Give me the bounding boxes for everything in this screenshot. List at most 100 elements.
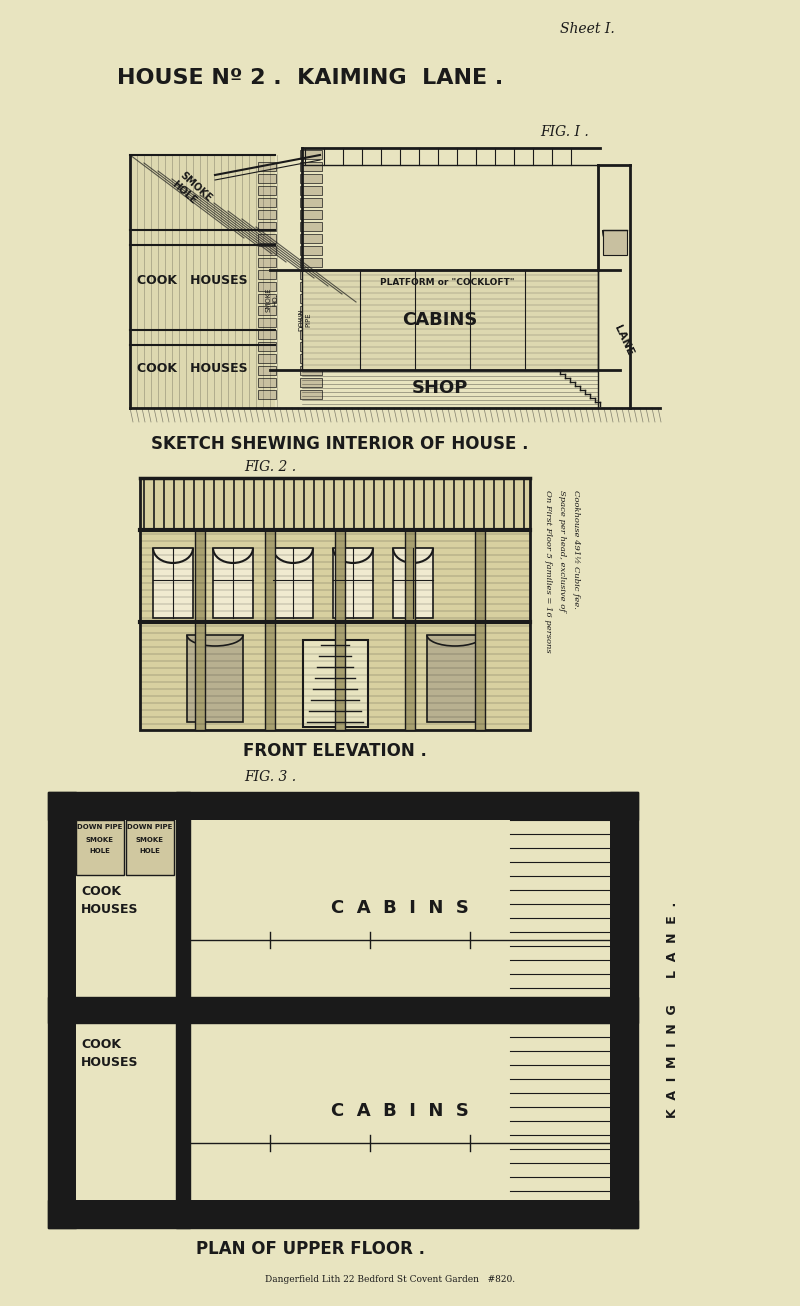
Bar [258,342,276,351]
Bar [258,174,276,183]
Text: C  A  B  I  N  S: C A B I N S [331,899,469,917]
Bar [273,549,313,618]
Bar [258,366,276,375]
Bar [258,294,276,303]
Bar [258,377,276,387]
Bar [187,635,243,722]
Text: On First Floor 5 families = 16 persons: On First Floor 5 families = 16 persons [544,490,552,653]
Bar [300,342,322,351]
Bar [300,162,322,171]
Bar [300,259,322,266]
Bar [610,791,638,1228]
Bar [300,185,322,195]
Bar [265,530,275,730]
Text: Cookhouse 491½ Cubic fee.: Cookhouse 491½ Cubic fee. [572,490,580,609]
Bar [300,282,322,291]
Bar [176,791,190,1228]
Bar [300,317,322,326]
Bar [258,234,276,243]
Text: COOK: COOK [81,885,121,899]
Bar [48,791,76,1228]
Bar [300,390,322,400]
Bar [76,820,610,1200]
Bar [258,330,276,340]
Bar [258,162,276,171]
Bar [300,294,322,303]
Text: Space per head, exclusive of: Space per head, exclusive of [558,490,566,611]
Text: Sheet I.: Sheet I. [560,22,614,37]
Text: COOK   HOUSES: COOK HOUSES [137,362,247,375]
Bar [258,185,276,195]
Bar [48,1200,638,1228]
Bar [302,270,598,370]
Text: HOUSES: HOUSES [81,1057,138,1070]
Bar [48,791,638,820]
Bar [603,230,627,255]
Bar [258,222,276,231]
Bar [258,246,276,255]
Text: SMOKE
HOLE: SMOKE HOLE [170,170,214,213]
Text: SMOKE
HO.: SMOKE HO. [266,287,278,312]
Bar [258,199,276,206]
Bar [303,640,368,727]
Text: SMOKE: SMOKE [136,837,164,842]
Text: HOLE: HOLE [139,848,161,854]
Bar [258,354,276,363]
Bar [300,354,322,363]
Text: DOWN PIPE: DOWN PIPE [127,824,173,831]
Bar [300,210,322,219]
Text: C  A  B  I  N  S: C A B I N S [331,1102,469,1121]
Bar [300,270,322,279]
Text: FIG. I .: FIG. I . [540,125,589,138]
Bar [258,282,276,291]
Bar [48,996,638,1023]
Bar [300,222,322,231]
Text: HOUSE Nº 2 .  KAIMING  LANE .: HOUSE Nº 2 . KAIMING LANE . [117,68,503,88]
Text: HOLE: HOLE [90,848,110,854]
Bar [427,635,483,722]
Bar [140,478,530,730]
Bar [300,306,322,315]
Bar [258,210,276,219]
Text: DOWN PIPE: DOWN PIPE [78,824,122,831]
Bar [76,820,124,875]
Bar [333,549,373,618]
Text: Dangerfield Lith 22 Bedford St Covent Garden   #820.: Dangerfield Lith 22 Bedford St Covent Ga… [265,1275,515,1284]
Bar [300,377,322,387]
Bar [300,174,322,183]
Bar [258,259,276,266]
Text: SMOKE: SMOKE [86,837,114,842]
Text: PLATFORM or "COCKLOFT": PLATFORM or "COCKLOFT" [380,278,514,287]
Text: SKETCH SHEWING INTERIOR OF HOUSE .: SKETCH SHEWING INTERIOR OF HOUSE . [151,435,529,453]
Text: PLAN OF UPPER FLOOR .: PLAN OF UPPER FLOOR . [195,1239,425,1258]
Text: CABINS: CABINS [402,311,478,329]
Bar [475,530,485,730]
Text: COOK: COOK [81,1038,121,1051]
Bar [300,150,322,159]
Bar [300,366,322,375]
Text: FIG. 3 .: FIG. 3 . [244,771,296,784]
Bar [213,549,253,618]
Bar [300,234,322,243]
Bar [258,270,276,279]
Bar [300,246,322,255]
Text: SHOP: SHOP [412,379,468,397]
Text: FIG. 2 .: FIG. 2 . [244,460,296,474]
Bar [300,199,322,206]
Bar [130,155,275,407]
Bar [300,330,322,340]
Text: LANE: LANE [612,323,634,357]
Text: COOK   HOUSES: COOK HOUSES [137,273,247,286]
Text: K  A  I  M  I  N  G      L  A  N  E  .: K A I M I N G L A N E . [666,902,678,1118]
Bar [258,390,276,400]
Bar [126,820,174,875]
Bar [258,317,276,326]
Bar [195,530,205,730]
Text: HOUSES: HOUSES [81,902,138,916]
Bar [153,549,193,618]
Text: DOWN
PIPE: DOWN PIPE [298,308,311,332]
Bar [393,549,433,618]
Bar [258,306,276,315]
Bar [405,530,415,730]
Text: FRONT ELEVATION .: FRONT ELEVATION . [243,742,427,760]
